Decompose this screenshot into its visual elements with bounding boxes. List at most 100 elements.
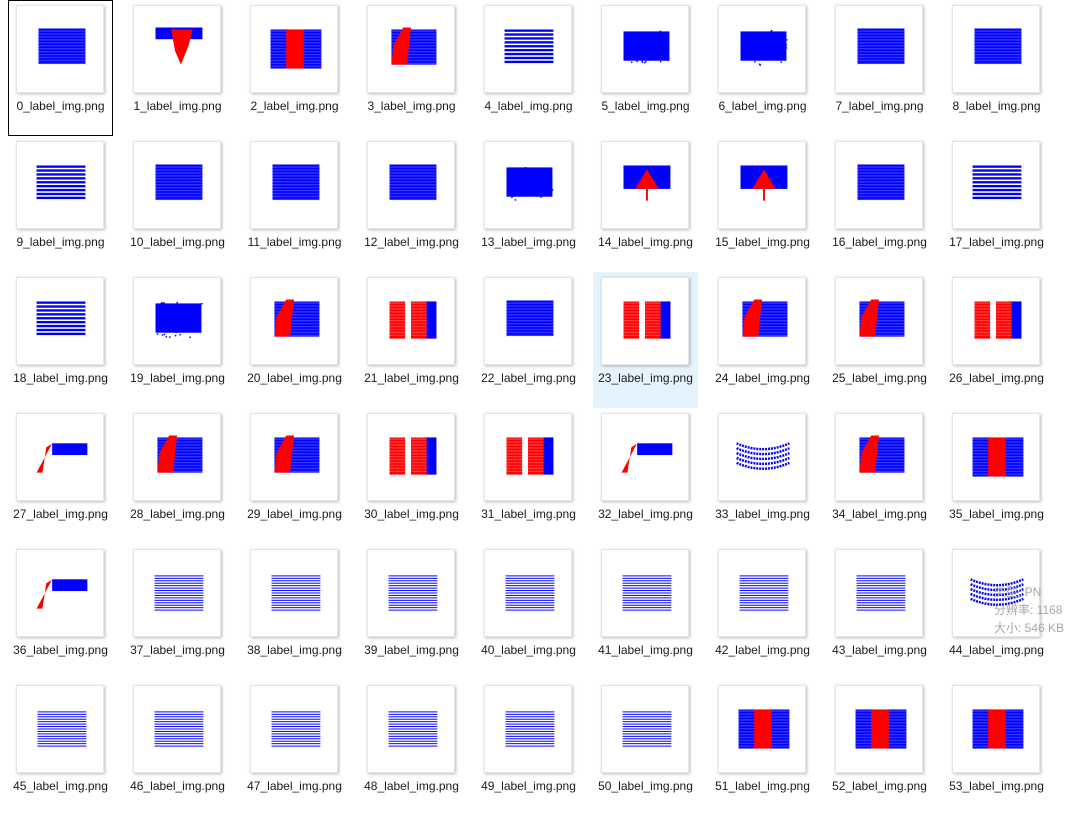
file-item[interactable]: 1_label_img.png (125, 0, 230, 136)
file-item[interactable]: 33_label_img.png (710, 408, 815, 544)
file-item[interactable]: 13_label_img.png (476, 136, 581, 272)
file-item[interactable]: 29_label_img.png (242, 408, 347, 544)
image-thumbnail (133, 277, 221, 365)
thumbnail-preview (505, 575, 555, 611)
file-item[interactable]: 24_label_img.png (710, 272, 815, 408)
file-item[interactable]: 31_label_img.png (476, 408, 581, 544)
file-item[interactable]: 39_label_img.png (359, 544, 464, 680)
file-item[interactable]: 3_label_img.png (359, 0, 464, 136)
image-thumbnail (601, 685, 689, 773)
file-item[interactable]: 10_label_img.png (125, 136, 230, 272)
file-item[interactable]: 30_label_img.png (359, 408, 464, 544)
image-thumbnail (835, 685, 923, 773)
file-item[interactable]: 46_label_img.png (125, 680, 230, 816)
thumbnail-preview (623, 301, 671, 339)
image-thumbnail (133, 141, 221, 229)
file-item[interactable]: 51_label_img.png (710, 680, 815, 816)
thumbnail-preview (154, 575, 204, 611)
thumbnail-preview (857, 164, 905, 201)
file-item[interactable]: 36_label_img.png (8, 544, 113, 680)
file-item[interactable]: 15_label_img.png (710, 136, 815, 272)
file-item[interactable]: 21_label_img.png (359, 272, 464, 408)
file-item[interactable]: 44_label_img.png (944, 544, 1049, 680)
file-item[interactable]: 22_label_img.png (476, 272, 581, 408)
file-name: 15_label_img.png (715, 235, 810, 249)
file-item[interactable]: 35_label_img.png (944, 408, 1049, 544)
file-name: 46_label_img.png (130, 779, 225, 793)
thumbnail-preview (271, 711, 321, 747)
file-name: 21_label_img.png (364, 371, 459, 385)
file-name: 6_label_img.png (718, 99, 807, 113)
thumbnail-preview (740, 29, 788, 66)
file-item[interactable]: 8_label_img.png (944, 0, 1049, 136)
file-name: 4_label_img.png (484, 99, 573, 113)
file-item[interactable]: 53_label_img.png (944, 680, 1049, 816)
image-thumbnail (484, 5, 572, 93)
image-thumbnail (835, 141, 923, 229)
image-thumbnail (133, 5, 221, 93)
image-thumbnail (718, 5, 806, 93)
image-thumbnail (835, 5, 923, 93)
file-item[interactable]: 2_label_img.png (242, 0, 347, 136)
file-item[interactable]: 25_label_img.png (827, 272, 932, 408)
file-item[interactable]: 0_label_img.png (8, 0, 113, 136)
file-name: 19_label_img.png (130, 371, 225, 385)
file-item[interactable]: 23_label_img.png (593, 272, 698, 408)
file-item[interactable]: 49_label_img.png (476, 680, 581, 816)
file-item[interactable]: 32_label_img.png (593, 408, 698, 544)
file-name: 10_label_img.png (130, 235, 225, 249)
file-name: 27_label_img.png (13, 507, 108, 521)
file-item[interactable]: 4_label_img.png (476, 0, 581, 136)
thumbnail-preview (505, 711, 555, 747)
file-name: 49_label_img.png (481, 779, 576, 793)
image-thumbnail (718, 685, 806, 773)
image-thumbnail (484, 549, 572, 637)
file-item[interactable]: 14_label_img.png (593, 136, 698, 272)
file-item[interactable]: 37_label_img.png (125, 544, 230, 680)
image-thumbnail (952, 413, 1040, 501)
file-item[interactable]: 40_label_img.png (476, 544, 581, 680)
thumbnail-preview (389, 437, 437, 475)
file-item[interactable]: 5_label_img.png (593, 0, 698, 136)
thumbnail-preview (856, 575, 906, 611)
file-item[interactable]: 11_label_img.png (242, 136, 347, 272)
file-item[interactable]: 52_label_img.png (827, 680, 932, 816)
file-item[interactable]: 41_label_img.png (593, 544, 698, 680)
image-thumbnail (835, 413, 923, 501)
file-name: 9_label_img.png (16, 235, 105, 249)
thumbnail-preview (738, 709, 790, 749)
file-name: 14_label_img.png (598, 235, 693, 249)
file-item[interactable]: 9_label_img.png (8, 136, 113, 272)
file-item[interactable]: 38_label_img.png (242, 544, 347, 680)
file-item[interactable]: 28_label_img.png (125, 408, 230, 544)
image-thumbnail (250, 141, 338, 229)
file-item[interactable]: 26_label_img.png (944, 272, 1049, 408)
file-item[interactable]: 6_label_img.png (710, 0, 815, 136)
thumbnail-preview (36, 441, 88, 473)
file-item[interactable]: 20_label_img.png (242, 272, 347, 408)
thumbnail-preview (974, 301, 1022, 339)
image-thumbnail (133, 549, 221, 637)
thumbnail-preview (274, 435, 320, 473)
image-thumbnail (835, 277, 923, 365)
file-item[interactable]: 27_label_img.png (8, 408, 113, 544)
image-thumbnail (952, 549, 1040, 637)
file-item[interactable]: 48_label_img.png (359, 680, 464, 816)
file-item[interactable]: 7_label_img.png (827, 0, 932, 136)
file-item[interactable]: 34_label_img.png (827, 408, 932, 544)
file-item[interactable]: 47_label_img.png (242, 680, 347, 816)
file-name: 0_label_img.png (16, 99, 105, 113)
file-item[interactable]: 16_label_img.png (827, 136, 932, 272)
file-item[interactable]: 18_label_img.png (8, 272, 113, 408)
file-item[interactable]: 45_label_img.png (8, 680, 113, 816)
image-thumbnail (250, 277, 338, 365)
file-item[interactable]: 19_label_img.png (125, 272, 230, 408)
file-item[interactable]: 12_label_img.png (359, 136, 464, 272)
file-item[interactable]: 17_label_img.png (944, 136, 1049, 272)
thumbnail-preview (859, 435, 905, 473)
image-thumbnail (952, 5, 1040, 93)
file-item[interactable]: 50_label_img.png (593, 680, 698, 816)
image-thumbnail (367, 5, 455, 93)
file-item[interactable]: 42_label_img.png (710, 544, 815, 680)
file-item[interactable]: 43_label_img.png (827, 544, 932, 680)
